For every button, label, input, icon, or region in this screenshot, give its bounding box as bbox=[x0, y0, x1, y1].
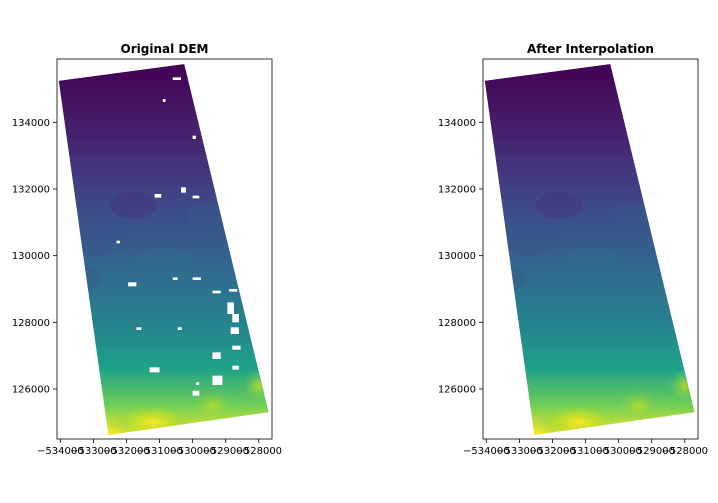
y-tick-label: 132000 bbox=[438, 185, 476, 196]
dem-raster bbox=[484, 64, 695, 435]
nodata-gap bbox=[181, 187, 186, 193]
dem-texture bbox=[535, 402, 622, 435]
nodata-gap bbox=[230, 327, 239, 334]
panel-after-interpolation: After Interpolation −534000−533000−532000… bbox=[438, 42, 708, 457]
x-tick-label: −531000 bbox=[562, 446, 609, 457]
dem-surface bbox=[58, 64, 269, 435]
y-tick-label: 128000 bbox=[12, 318, 50, 329]
x-tick-label: −533000 bbox=[496, 446, 543, 457]
dem-raster bbox=[58, 64, 269, 435]
nodata-gap bbox=[172, 277, 178, 280]
x-tick-label: −529000 bbox=[628, 446, 675, 457]
nodata-gap bbox=[116, 240, 120, 244]
axes-frame bbox=[482, 58, 699, 440]
chart-title: After Interpolation bbox=[527, 42, 654, 56]
nodata-gap bbox=[177, 327, 182, 330]
nodata-gap bbox=[136, 327, 142, 330]
dem-texture bbox=[189, 389, 236, 423]
nodata-gap bbox=[229, 289, 238, 292]
x-tick-label: −529000 bbox=[202, 446, 249, 457]
x-tick-label: −530000 bbox=[595, 446, 642, 457]
chart-title: Original DEM bbox=[121, 42, 209, 56]
nodata-gap bbox=[154, 194, 162, 198]
nodata-gap bbox=[227, 302, 234, 314]
x-tick-label: −531000 bbox=[136, 446, 183, 457]
axes-frame bbox=[56, 58, 273, 440]
y-tick-label: 130000 bbox=[438, 251, 476, 262]
nodata-gap bbox=[232, 314, 239, 323]
y-tick-label: 126000 bbox=[438, 385, 476, 396]
dem-texture bbox=[496, 222, 556, 256]
x-tick-label: −534000 bbox=[463, 446, 510, 457]
dem-texture bbox=[612, 202, 659, 230]
dem-texture bbox=[668, 369, 695, 403]
nodata-gap bbox=[192, 277, 201, 280]
nodata-gap bbox=[192, 135, 196, 139]
nodata-gap bbox=[232, 345, 241, 350]
dem-texture bbox=[615, 389, 662, 423]
x-tick-label: −532000 bbox=[529, 446, 576, 457]
y-tick-label: 134000 bbox=[438, 118, 476, 129]
nodata-gap bbox=[232, 365, 239, 370]
nodata-gap bbox=[128, 282, 137, 287]
nodata-gap bbox=[212, 290, 221, 294]
y-tick-label: 126000 bbox=[12, 385, 50, 396]
dem-texture bbox=[535, 192, 583, 220]
nodata-gap bbox=[212, 352, 221, 359]
panel-original-dem: Original DEM −534000−533000−532000−531000… bbox=[12, 42, 282, 457]
dem-texture bbox=[109, 192, 157, 220]
y-tick-label: 128000 bbox=[438, 318, 476, 329]
nodata-gap bbox=[195, 382, 200, 385]
x-tick-label: −532000 bbox=[103, 446, 150, 457]
nodata-gap bbox=[192, 390, 200, 396]
dem-texture bbox=[70, 222, 130, 256]
y-tick-label: 130000 bbox=[12, 251, 50, 262]
dem-texture bbox=[492, 267, 526, 291]
dem-texture bbox=[562, 247, 622, 278]
nodata-gap bbox=[212, 375, 223, 385]
nodata-gap bbox=[172, 77, 182, 80]
x-tick-label: −530000 bbox=[169, 446, 216, 457]
dem-texture bbox=[186, 202, 233, 230]
x-tick-label: −533000 bbox=[70, 446, 117, 457]
dem-surface bbox=[484, 64, 695, 435]
nodata-gap bbox=[192, 195, 200, 199]
dem-texture bbox=[109, 402, 196, 435]
y-tick-label: 132000 bbox=[12, 185, 50, 196]
x-tick-label: −528000 bbox=[661, 446, 708, 457]
nodata-gap bbox=[162, 99, 166, 102]
dem-texture bbox=[66, 267, 100, 291]
nodata-gap bbox=[149, 367, 160, 373]
x-tick-label: −534000 bbox=[37, 446, 84, 457]
dem-texture bbox=[136, 247, 196, 278]
x-tick-label: −528000 bbox=[235, 446, 282, 457]
y-tick-label: 134000 bbox=[12, 118, 50, 129]
dem-texture bbox=[242, 369, 269, 403]
